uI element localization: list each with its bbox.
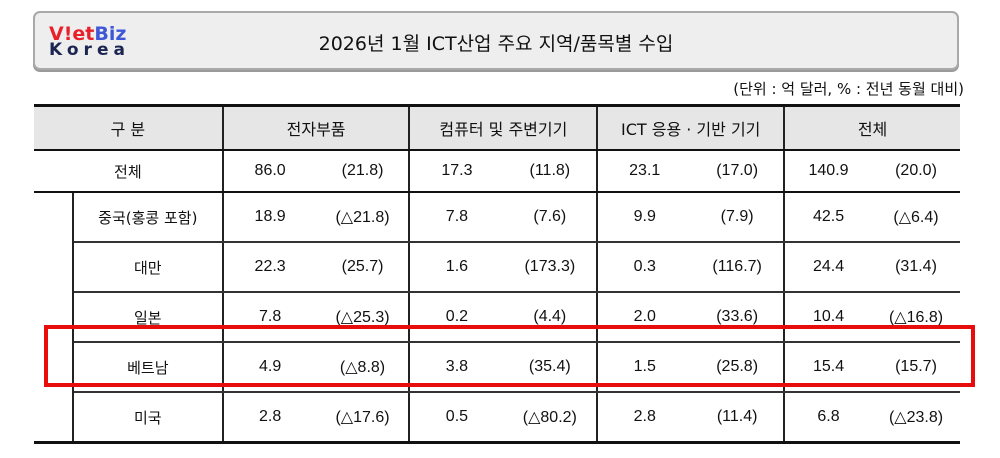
cell-value: 10.4	[784, 292, 872, 343]
cell-value: 15.4	[784, 342, 872, 393]
indent-spacer	[34, 342, 74, 392]
vietbiz-korea-logo: V!etBiz Korea	[49, 25, 130, 59]
cell-value: 140.9	[784, 150, 872, 193]
cell-change: (116.7)	[691, 242, 786, 293]
cell-change: (21.8)	[316, 150, 411, 193]
cell-value: 2.8	[597, 392, 692, 444]
cell-change: (7.6)	[503, 192, 599, 243]
title-banner: V!etBiz Korea 2026년 1월 ICT산업 주요 지역/품목별 수…	[33, 11, 959, 70]
cell-change: (33.6)	[691, 292, 786, 343]
cell-change: (11.4)	[691, 392, 786, 444]
cell-change: (△8.8)	[316, 342, 411, 393]
cell-value: 1.6	[409, 242, 504, 293]
cell-value: 23.1	[597, 150, 692, 193]
indent-spacer	[34, 292, 74, 342]
cell-change: (△25.3)	[316, 292, 411, 343]
row-label: 대만	[71, 242, 224, 293]
cell-value: 24.4	[784, 242, 872, 293]
cell-value: 86.0	[222, 150, 317, 193]
page-title: 2026년 1월 ICT산업 주요 지역/품목별 수입	[318, 33, 674, 55]
cell-change: (25.8)	[691, 342, 786, 393]
table-row: 미국 2.8 (△17.6) 0.5 (△80.2) 2.8 (11.4) 6.…	[34, 392, 960, 444]
cell-change: (△80.2)	[503, 392, 599, 444]
table-row: 중국(홍콩 포함) 18.9 (△21.8) 7.8 (7.6) 9.9 (7.…	[34, 192, 960, 243]
row-label: 베트남	[71, 342, 224, 393]
cell-value: 9.9	[597, 192, 692, 243]
cell-value: 2.0	[597, 292, 692, 343]
logo-text-biz: Biz	[94, 23, 127, 45]
cell-value: 1.5	[597, 342, 692, 393]
cell-change: (7.9)	[691, 192, 786, 243]
cell-change: (31.4)	[871, 242, 960, 293]
cell-change: (4.4)	[503, 292, 599, 343]
row-label: 중국(홍콩 포함)	[71, 192, 224, 243]
cell-value: 18.9	[222, 192, 317, 243]
cell-change: (15.7)	[871, 342, 960, 393]
col-header-computers: 컴퓨터 및 주변기기	[408, 104, 599, 151]
logo-text-viet: V!et	[49, 23, 95, 45]
table-row-highlighted: 베트남 4.9 (△8.8) 3.8 (35.4) 1.5 (25.8) 15.…	[34, 342, 960, 393]
import-table: 구 분 전자부품 컴퓨터 및 주변기기 ICT 응용 · 기반 기기 전체 전체…	[34, 104, 960, 444]
cell-change: (20.0)	[871, 150, 960, 193]
cell-change: (25.7)	[316, 242, 411, 293]
logo-text-korea: Korea	[49, 40, 130, 60]
cell-value: 17.3	[409, 150, 504, 193]
indent-spacer	[34, 192, 74, 242]
cell-value: 0.2	[409, 292, 504, 343]
cell-value: 0.5	[409, 392, 504, 444]
row-label: 전체	[34, 150, 224, 193]
cell-value: 0.3	[597, 242, 692, 293]
table-row: 대만 22.3 (25.7) 1.6 (173.3) 0.3 (116.7) 2…	[34, 242, 960, 293]
table-row-total: 전체 86.0 (21.8) 17.3 (11.8) 23.1 (17.0) 1…	[34, 150, 960, 193]
cell-change: (17.0)	[691, 150, 786, 193]
cell-change: (△23.8)	[871, 392, 960, 444]
col-header-electronic-parts: 전자부품	[221, 104, 411, 151]
cell-change: (173.3)	[503, 242, 599, 293]
col-header-total: 전체	[783, 104, 960, 151]
col-header-category: 구 분	[34, 104, 224, 151]
cell-change: (35.4)	[503, 342, 599, 393]
unit-note: (단위 : 억 달러, % : 전년 동월 대비)	[733, 80, 964, 98]
indent-spacer	[34, 392, 74, 444]
cell-value: 4.9	[222, 342, 317, 393]
cell-change: (△17.6)	[316, 392, 411, 444]
row-label: 일본	[71, 292, 224, 343]
indent-spacer	[34, 242, 74, 292]
cell-value: 3.8	[409, 342, 504, 393]
cell-change: (△6.4)	[871, 192, 960, 243]
cell-value: 7.8	[409, 192, 504, 243]
row-label: 미국	[71, 392, 224, 444]
col-header-ict-devices: ICT 응용 · 기반 기기	[596, 104, 786, 151]
cell-value: 22.3	[222, 242, 317, 293]
cell-value: 42.5	[784, 192, 872, 243]
cell-change: (△21.8)	[316, 192, 411, 243]
table-row: 일본 7.8 (△25.3) 0.2 (4.4) 2.0 (33.6) 10.4…	[34, 292, 960, 343]
cell-value: 2.8	[222, 392, 317, 444]
table-header-row: 구 분 전자부품 컴퓨터 및 주변기기 ICT 응용 · 기반 기기 전체	[34, 104, 960, 151]
cell-value: 6.8	[784, 392, 872, 444]
cell-change: (11.8)	[503, 150, 599, 193]
cell-value: 7.8	[222, 292, 317, 343]
cell-change: (△16.8)	[871, 292, 960, 343]
